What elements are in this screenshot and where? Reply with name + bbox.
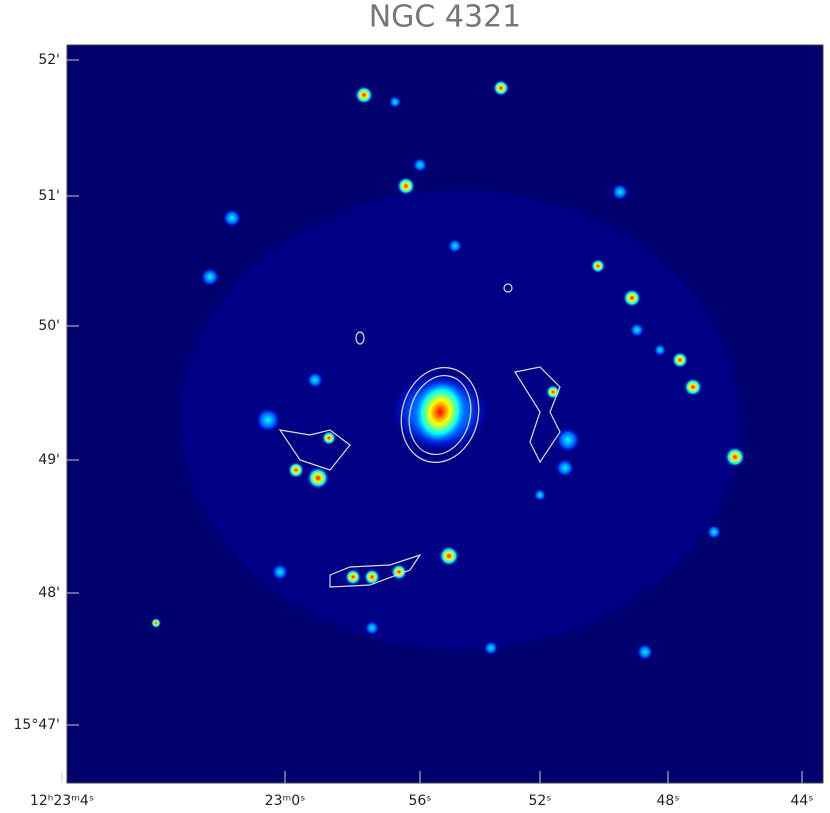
x-tick-label: 52ˢ [528,793,551,809]
x-tick-label: 48ˢ [656,793,679,809]
y-tick-label: 15°47' [14,717,60,733]
frame [66,44,824,784]
x-tick-label: 23ᵐ0ˢ [265,793,306,809]
x-tick-label: 12ʰ23ᵐ4ˢ [30,793,94,809]
y-tick-label: 51' [38,188,60,204]
y-tick-label: 50' [38,318,60,334]
image [67,45,823,783]
y-tick-label: 52' [38,52,60,68]
title: NGC 4321 [369,0,522,35]
y-tick-label: 48' [38,585,60,601]
x-tick-label: 56ˢ [408,793,431,809]
y-tick-label: 49' [38,452,60,468]
x-tick-label: 44ˢ [790,793,813,809]
